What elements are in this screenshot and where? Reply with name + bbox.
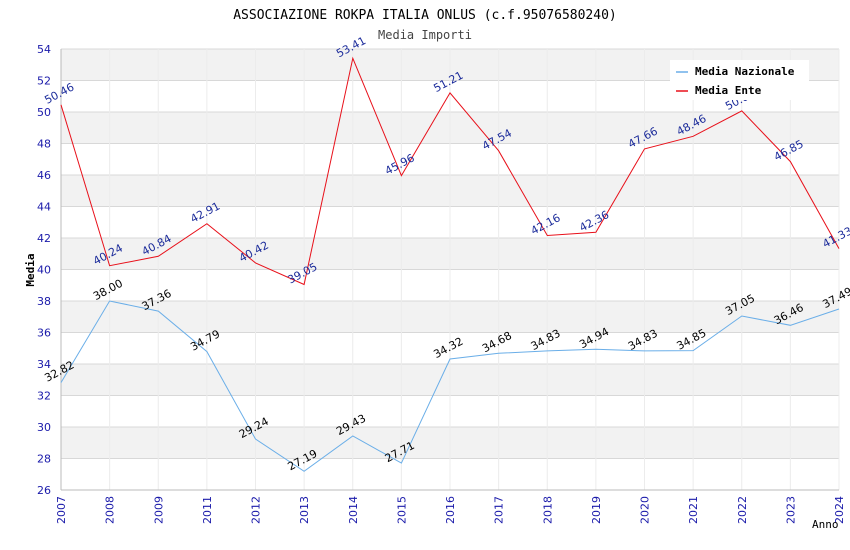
y-tick-label: 46 bbox=[37, 169, 51, 182]
x-axis-label: Anno bbox=[812, 518, 839, 531]
y-tick-label: 30 bbox=[37, 421, 51, 434]
y-tick-label: 36 bbox=[37, 327, 51, 340]
y-axis-label: Media bbox=[24, 253, 37, 286]
legend: Media Nazionale Media Ente bbox=[670, 60, 809, 100]
x-tick-label: 2021 bbox=[687, 496, 700, 524]
data-label: 34.32 bbox=[431, 335, 465, 361]
x-tick-label: 2007 bbox=[55, 496, 68, 524]
x-tick-label: 2022 bbox=[736, 496, 749, 524]
y-tick-label: 38 bbox=[37, 295, 51, 308]
data-label: 45.96 bbox=[383, 151, 417, 177]
x-tick-label: 2020 bbox=[639, 496, 652, 524]
x-tick-label: 2016 bbox=[444, 496, 457, 524]
x-tick-label: 2024 bbox=[833, 496, 846, 524]
x-tick-label: 2013 bbox=[298, 496, 311, 524]
x-tick-label: 2011 bbox=[201, 496, 214, 524]
y-tick-label: 54 bbox=[37, 43, 51, 56]
series-line-media-nazionale bbox=[60, 300, 840, 472]
x-tick-label: 2012 bbox=[250, 496, 263, 524]
y-tick-label: 50 bbox=[37, 106, 51, 119]
legend-label-media-nazionale: Media Nazionale bbox=[695, 65, 795, 78]
data-label: 34.68 bbox=[480, 329, 514, 355]
data-label: 42.16 bbox=[529, 211, 563, 237]
x-tick-label: 2009 bbox=[152, 496, 165, 524]
x-tick-label: 2019 bbox=[590, 496, 603, 524]
x-tick-label: 2018 bbox=[541, 496, 554, 524]
chart-title: ASSOCIAZIONE ROKPA ITALIA ONLUS (c.f.950… bbox=[233, 8, 617, 23]
chart-subtitle: Media Importi bbox=[378, 28, 472, 42]
y-tick-label: 44 bbox=[37, 201, 51, 214]
data-label: 42.36 bbox=[577, 208, 611, 234]
data-label: 38.00 bbox=[91, 277, 125, 303]
x-axis: 2007 2008 2009 2011 2012 2013 2014 2015 2016 2017… bbox=[55, 489, 846, 524]
x-tick-label: 2014 bbox=[347, 496, 360, 524]
y-tick-label: 48 bbox=[37, 138, 51, 151]
series-line-media-ente bbox=[60, 56, 840, 286]
x-tick-label: 2023 bbox=[784, 496, 797, 524]
y-tick-label: 32 bbox=[37, 390, 51, 403]
series-lines bbox=[60, 56, 840, 472]
x-tick-label: 2015 bbox=[395, 496, 408, 524]
y-axis: 26 28 30 32 34 36 38 40 42 44 46 48 50 52 54 bbox=[37, 43, 62, 497]
x-tick-label: 2008 bbox=[104, 496, 117, 524]
y-tick-label: 42 bbox=[37, 232, 51, 245]
legend-label-media-ente: Media Ente bbox=[695, 84, 762, 97]
x-tick-label: 2017 bbox=[493, 496, 506, 524]
y-tick-label: 34 bbox=[37, 358, 51, 371]
y-tick-label: 40 bbox=[37, 264, 51, 277]
y-tick-label: 28 bbox=[37, 453, 51, 466]
legend-box bbox=[670, 60, 809, 100]
y-tick-label: 26 bbox=[37, 484, 51, 497]
y-tick-label: 52 bbox=[37, 75, 51, 88]
